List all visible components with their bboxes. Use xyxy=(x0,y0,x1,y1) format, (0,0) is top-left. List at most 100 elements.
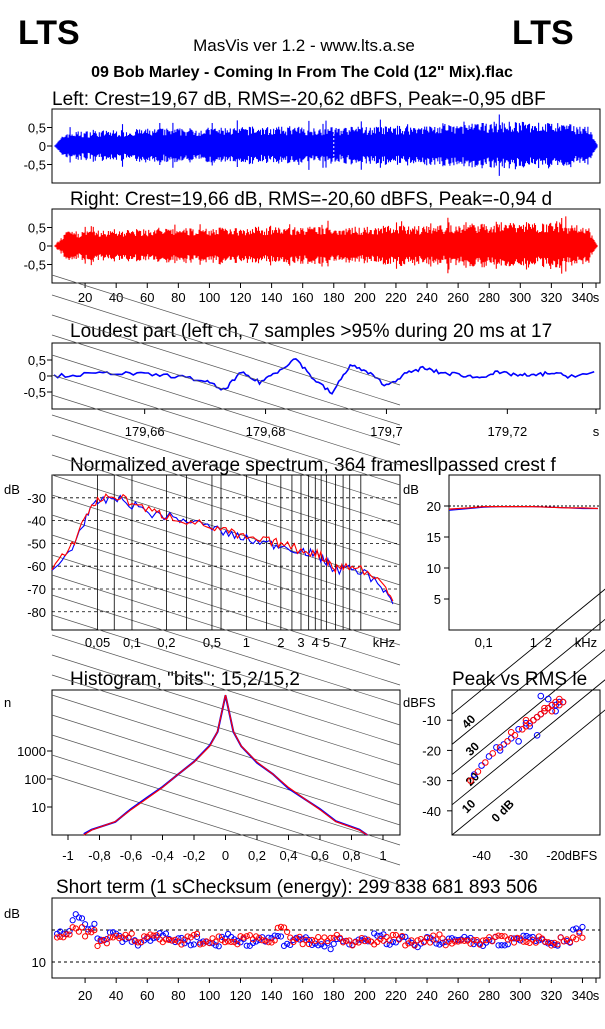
right-waveform-ytick: 0 xyxy=(39,239,46,254)
short-term-point-1 xyxy=(383,933,390,941)
time-tick-label: 280 xyxy=(478,290,500,305)
short-term-point-1 xyxy=(523,938,530,946)
short-term-point-0 xyxy=(280,942,288,949)
pvr-xtick-label: -30 xyxy=(509,848,528,863)
short-term-point-0 xyxy=(287,941,294,949)
short-term-point-0 xyxy=(141,937,148,944)
short-term-point-0 xyxy=(448,935,455,942)
short-term-point-1 xyxy=(116,935,123,942)
time-tick-label: 40 xyxy=(109,290,123,305)
short-term-point-1 xyxy=(517,935,524,942)
short-term-xtick-label: 200 xyxy=(354,988,376,1003)
short-term-frame xyxy=(51,897,601,979)
short-term-ytick: 10 xyxy=(32,955,46,970)
short-term-point-1 xyxy=(417,935,424,943)
hist-xtick-label: 0,6 xyxy=(311,848,329,863)
short-term-point-0 xyxy=(162,930,170,937)
short-term-point-1 xyxy=(172,936,179,943)
short-term-point-1 xyxy=(153,932,160,939)
pvr-point-1 xyxy=(530,716,537,724)
short-term-point-0 xyxy=(91,920,98,927)
short-term-point-0 xyxy=(315,942,322,949)
short-term-point-1 xyxy=(299,941,306,948)
spectrum-ytick: -50 xyxy=(27,536,46,551)
pvr-point-1 xyxy=(489,750,497,757)
short-term-point-1 xyxy=(570,934,577,941)
short-term-point-0 xyxy=(184,937,191,945)
hist-xtick-label: 0,4 xyxy=(279,848,297,863)
short-term-xtick-label: 60 xyxy=(140,988,154,1003)
short-term-point-1 xyxy=(402,942,409,949)
short-term-point-1 xyxy=(489,938,496,945)
short-term-xtick-label: 80 xyxy=(171,988,185,1003)
spectrum-xtick-label: 0,1 xyxy=(123,635,141,650)
loudest-ytick: 0 xyxy=(39,369,46,384)
spectrum-diag-gridline xyxy=(51,434,401,546)
short-term-point-1 xyxy=(94,942,101,950)
crest-ytick: 20 xyxy=(427,499,441,514)
spectrum-diag-gridline xyxy=(51,714,401,826)
short-term-point-1 xyxy=(190,931,197,939)
short-term-point-0 xyxy=(81,921,89,928)
short-term-xtick-label: 180 xyxy=(323,988,345,1003)
short-term-point-1 xyxy=(507,935,515,942)
short-term-xtick-label: 280 xyxy=(478,988,500,1003)
short-term-point-0 xyxy=(510,935,518,942)
loudest-ytick: -0,5 xyxy=(24,385,46,400)
pvr-xtick-label: -40 xyxy=(472,848,491,863)
spectrum-xtick-label: 0,2 xyxy=(157,635,175,650)
short-term-point-1 xyxy=(330,934,337,941)
spectrum-xtick-label: 0,05 xyxy=(85,635,110,650)
spectrum-diag-gridline xyxy=(51,374,401,486)
short-term-point-0 xyxy=(197,939,204,946)
short-term-point-1 xyxy=(184,933,191,940)
short-term-point-1 xyxy=(361,938,368,945)
spectrum-diag-gridline xyxy=(51,774,401,886)
hist-xtick-label: 0,2 xyxy=(248,848,266,863)
short-term-point-0 xyxy=(570,926,577,933)
pvr-point-1 xyxy=(504,738,511,745)
short-term-point-1 xyxy=(221,939,229,946)
spectrum-xtick-label: 0,5 xyxy=(203,635,221,650)
pvr-point-0 xyxy=(500,741,508,748)
short-term-title: Short term (1 sChecksum (energy): 299 83… xyxy=(56,877,538,898)
short-term-point-1 xyxy=(408,937,415,944)
spectrum-xtick-label: kHz xyxy=(373,635,395,650)
short-term-point-1 xyxy=(240,934,247,941)
short-term-point-1 xyxy=(579,934,586,941)
short-term-point-0 xyxy=(501,942,508,949)
pvr-diag-line xyxy=(451,588,605,715)
time-tick-label: s xyxy=(593,290,600,305)
short-term-point-1 xyxy=(302,936,309,943)
short-term-point-0 xyxy=(305,936,313,944)
short-term-point-1 xyxy=(405,940,412,947)
spectrum-diag-gridline xyxy=(51,354,401,466)
short-term-point-1 xyxy=(97,937,104,945)
pvr-point-0 xyxy=(552,707,559,715)
short-term-xtick-label: 300 xyxy=(509,988,531,1003)
short-term-xtick-label: 100 xyxy=(199,988,221,1003)
short-term-point-0 xyxy=(187,942,194,949)
short-term-point-1 xyxy=(296,933,303,940)
short-term-point-1 xyxy=(501,933,508,940)
short-term-point-1 xyxy=(324,937,331,945)
pvr-point-1 xyxy=(467,777,474,784)
short-term-point-1 xyxy=(305,940,313,948)
right-waveform-title: Right: Crest=19,66 dB, RMS=-20,60 dBFS, … xyxy=(70,189,552,210)
pvr-point-1 xyxy=(507,728,515,736)
short-term-point-1 xyxy=(389,931,396,939)
pvr-point-0 xyxy=(544,695,552,703)
hist-xtick-label: -0,6 xyxy=(120,848,142,863)
pvr-point-1 xyxy=(548,701,556,709)
short-term-point-1 xyxy=(103,940,110,947)
spectrum-diag-gridline xyxy=(51,454,401,566)
short-term-point-1 xyxy=(358,934,365,942)
short-term-point-1 xyxy=(209,935,216,942)
spectrum-diag-gridline xyxy=(51,414,401,526)
spectrum-diag-gridline xyxy=(51,554,401,666)
short-term-point-1 xyxy=(134,939,142,946)
short-term-point-0 xyxy=(277,933,285,940)
short-term-point-1 xyxy=(212,938,219,945)
short-term-point-0 xyxy=(249,939,257,946)
